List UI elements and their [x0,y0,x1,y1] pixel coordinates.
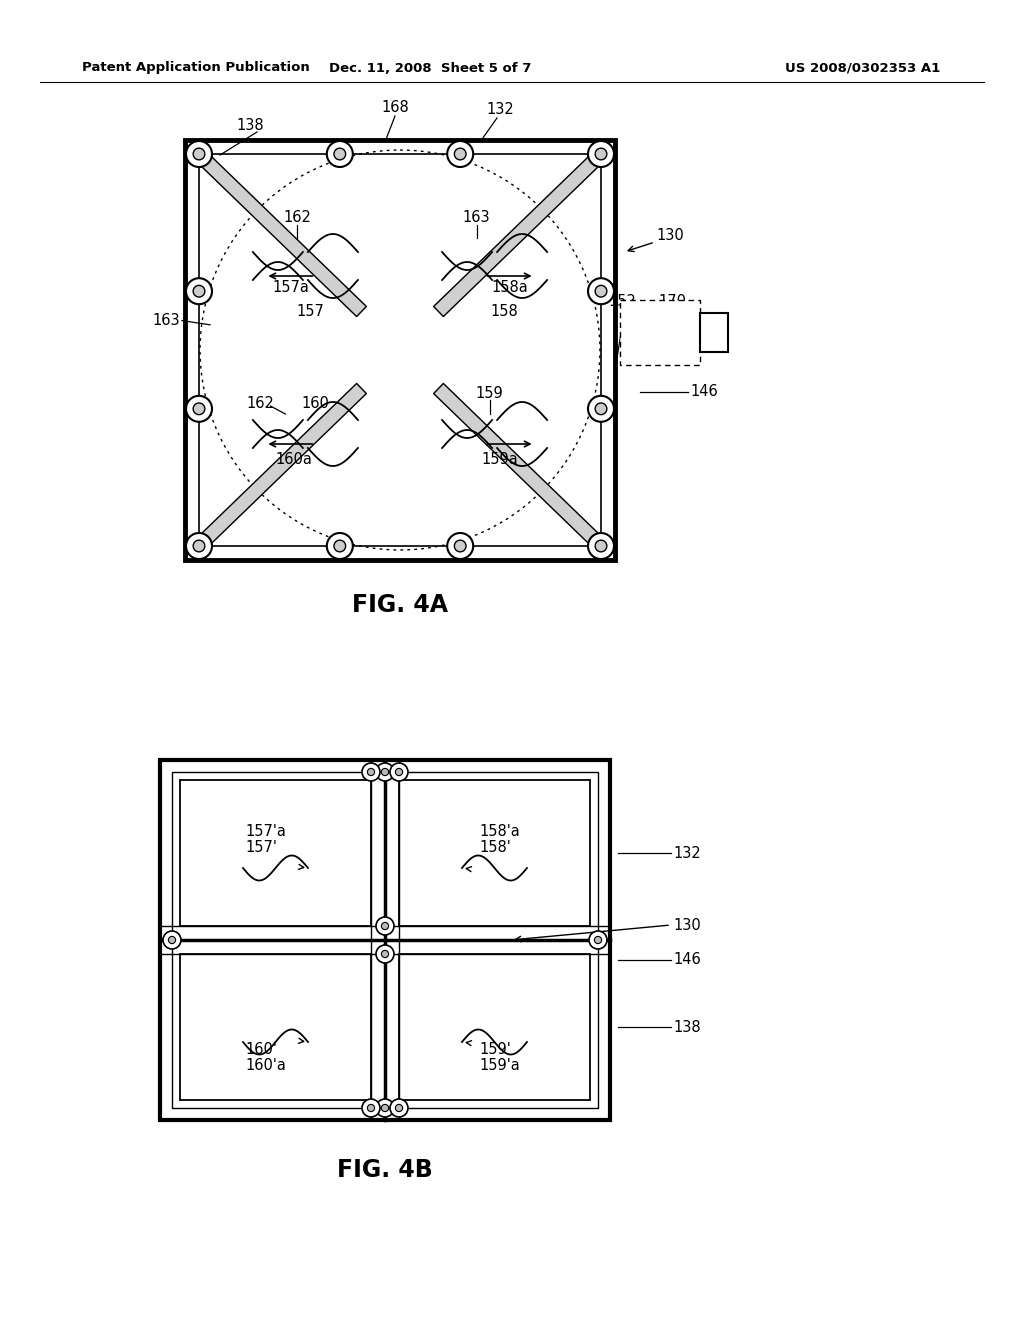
Circle shape [381,923,388,929]
Circle shape [362,1100,380,1117]
Circle shape [186,141,212,168]
Text: 159'a: 159'a [479,1057,520,1072]
Circle shape [588,396,614,422]
Text: 163: 163 [153,313,180,329]
Bar [180,780,371,927]
Circle shape [163,931,181,949]
Text: 160': 160' [246,1041,278,1056]
Text: Patent Application Publication: Patent Application Publication [82,62,309,74]
Circle shape [194,540,205,552]
Text: 160a: 160a [275,451,312,466]
Text: 132: 132 [673,846,700,861]
Circle shape [186,279,212,304]
Bar [399,780,590,927]
Text: 160: 160 [301,396,330,412]
Text: 159: 159 [476,387,504,401]
Bar [180,954,371,1100]
Circle shape [381,950,388,957]
Circle shape [595,285,607,297]
Circle shape [327,533,353,558]
Text: 130: 130 [656,227,684,243]
Text: Dec. 11, 2008  Sheet 5 of 7: Dec. 11, 2008 Sheet 5 of 7 [329,62,531,74]
Polygon shape [433,384,598,543]
Circle shape [588,533,614,558]
Text: 138: 138 [237,117,264,132]
Bar [700,313,728,351]
Circle shape [362,763,380,781]
Text: 162: 162 [247,396,274,412]
Circle shape [376,1100,394,1117]
Polygon shape [202,157,367,317]
Text: 159': 159' [479,1041,511,1056]
Circle shape [381,768,388,776]
Polygon shape [202,384,367,543]
Circle shape [455,148,466,160]
Text: 158'a: 158'a [479,824,520,838]
Bar [620,300,700,364]
Polygon shape [433,157,598,317]
Circle shape [447,141,473,168]
Bar [185,140,615,560]
Circle shape [390,1100,408,1117]
Circle shape [376,945,394,964]
Circle shape [368,768,375,776]
Text: 130: 130 [673,917,700,932]
Circle shape [368,1105,375,1111]
Circle shape [455,540,466,552]
Circle shape [381,1105,388,1111]
Circle shape [395,1105,402,1111]
Text: 146: 146 [673,953,700,968]
Circle shape [390,763,408,781]
Text: 138: 138 [673,1019,700,1035]
Circle shape [168,936,175,944]
Text: 158: 158 [490,304,518,318]
Circle shape [327,141,353,168]
Circle shape [334,148,346,160]
Text: 162: 162 [284,210,311,226]
Bar [399,954,590,1100]
Text: 163: 163 [463,210,490,226]
Bar [160,760,610,1119]
Text: 168: 168 [381,100,409,116]
Text: 157: 157 [297,304,325,318]
Circle shape [588,279,614,304]
Text: 158': 158' [479,841,511,855]
Text: 132: 132 [486,103,514,117]
Circle shape [588,141,614,168]
Text: 157': 157' [246,841,278,855]
Text: 146: 146 [690,384,718,400]
Bar [172,772,598,1107]
Text: 157a: 157a [272,281,309,296]
Text: 159a: 159a [481,451,518,466]
Text: 160'a: 160'a [246,1057,287,1072]
Circle shape [376,763,394,781]
Circle shape [334,540,346,552]
Text: FIG. 4B: FIG. 4B [337,1158,433,1181]
Text: 170: 170 [658,294,686,309]
Circle shape [589,931,607,949]
Circle shape [447,533,473,558]
Text: 157'a: 157'a [246,824,287,838]
Circle shape [186,396,212,422]
Text: US 2008/0302353 A1: US 2008/0302353 A1 [784,62,940,74]
Text: 152: 152 [608,294,636,309]
Circle shape [194,148,205,160]
Circle shape [594,936,602,944]
Circle shape [194,285,205,297]
Circle shape [376,917,394,935]
Text: FIG. 4A: FIG. 4A [352,593,449,616]
Circle shape [194,403,205,414]
Bar [199,154,601,546]
Circle shape [395,768,402,776]
Circle shape [595,403,607,414]
Text: 158a: 158a [492,281,528,296]
Circle shape [595,540,607,552]
Circle shape [186,533,212,558]
Circle shape [595,148,607,160]
